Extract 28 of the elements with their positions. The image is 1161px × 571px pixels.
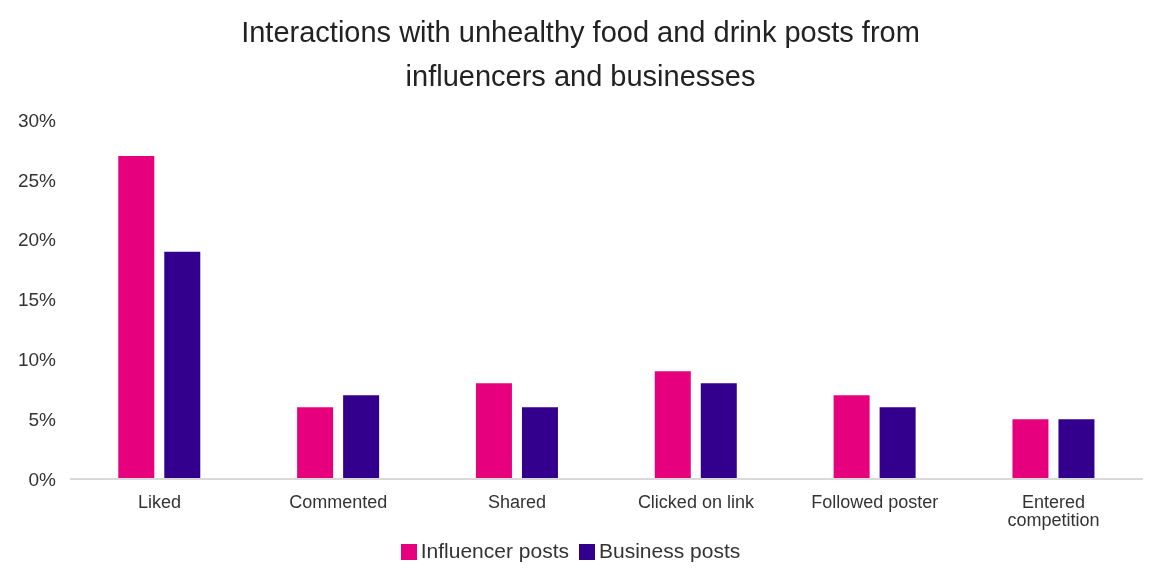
bar — [833, 395, 870, 479]
chart-title: Interactions with unhealthy food and drink posts from influencers and businesses — [240, 15, 921, 94]
y-tick-label: 10% — [17, 349, 57, 371]
bar — [1058, 419, 1095, 479]
bar — [343, 395, 380, 479]
y-tick-label: 25% — [17, 169, 57, 191]
y-tick-label: 30% — [17, 109, 57, 131]
bar — [700, 383, 737, 479]
x-tick-label: Entered competition — [1007, 491, 1100, 530]
bar — [879, 407, 916, 479]
x-tick-label: Commented — [289, 491, 388, 512]
bar — [297, 407, 334, 479]
x-tick-label: Followed poster — [811, 491, 939, 512]
bar — [1012, 419, 1049, 479]
bar — [654, 371, 691, 479]
x-tick-label: Shared — [488, 491, 547, 512]
x-tick-label: Liked — [137, 491, 181, 512]
bar — [118, 155, 155, 479]
bar — [521, 407, 558, 479]
legend-label: Influencer posts — [420, 539, 569, 562]
legend-label: Business posts — [599, 539, 741, 562]
y-tick-label: 20% — [17, 229, 57, 251]
x-tick-label: Clicked on link — [637, 491, 755, 512]
y-tick-label: 15% — [17, 289, 57, 311]
bar — [475, 383, 512, 479]
y-tick-label: 0% — [28, 468, 57, 490]
bar — [164, 251, 201, 479]
y-tick-label: 5% — [28, 408, 57, 430]
